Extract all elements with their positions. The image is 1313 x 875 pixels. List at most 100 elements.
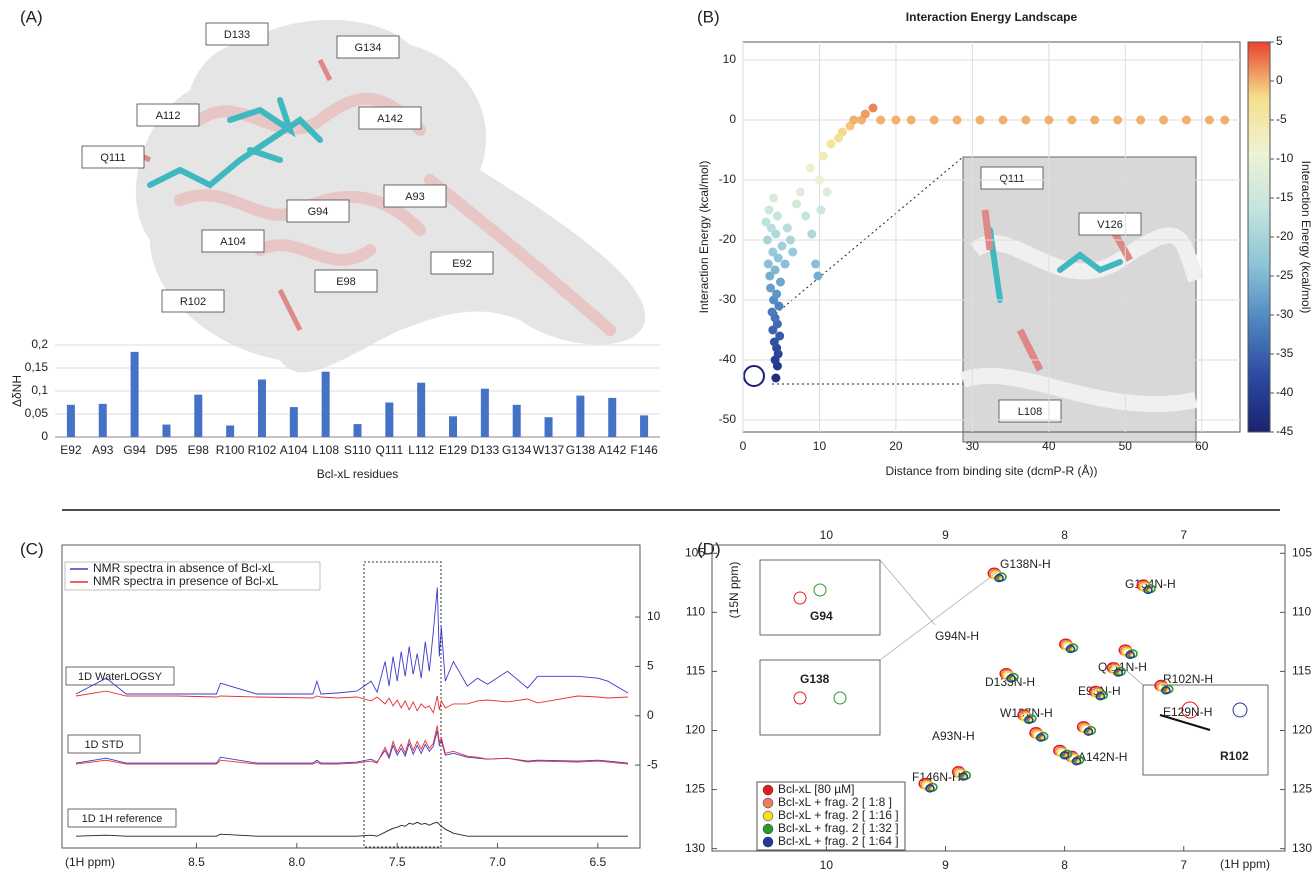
point	[1181, 115, 1191, 125]
bar	[194, 394, 203, 437]
peak	[925, 784, 935, 793]
point	[767, 307, 777, 317]
residue-label-box	[81, 145, 145, 169]
x-tick-label: 7.0	[489, 855, 506, 869]
x-tick-label: G94	[123, 443, 146, 457]
colorbar-label: Interaction Energy (kcal/mol)	[1299, 161, 1313, 314]
point	[782, 223, 792, 233]
x-tick-label: 50	[1119, 439, 1133, 453]
residue-label-box	[358, 106, 422, 130]
x-axis-label: (1H ppm)	[1220, 857, 1270, 871]
bar	[98, 403, 107, 437]
point	[769, 193, 779, 203]
point	[813, 271, 823, 281]
x-axis-label: Distance from binding site (dcmP-R (Å))	[885, 463, 1097, 478]
x-tick-label: 9	[942, 858, 949, 872]
legend-label: Bcl-xL + frag. 2 [ 1:8 ]	[778, 795, 892, 809]
peak	[1035, 733, 1046, 742]
point	[774, 301, 784, 311]
peak	[1006, 674, 1016, 683]
inset-peak-label: G138	[800, 672, 830, 686]
x-tick-label: E129	[439, 443, 467, 457]
x-tick-label: L108	[312, 443, 339, 457]
point	[766, 283, 776, 293]
residue-label-box	[136, 103, 200, 127]
residue-label: A104	[220, 236, 246, 248]
x-tick-label: A104	[280, 443, 308, 457]
legend-marker	[762, 836, 774, 848]
point	[816, 205, 826, 215]
bar	[449, 416, 458, 437]
bar	[512, 404, 521, 437]
peak	[1024, 715, 1034, 725]
point	[763, 259, 773, 269]
residue-label-box	[205, 22, 269, 46]
peak-insets	[759, 559, 1269, 776]
point	[868, 103, 878, 113]
x-tick-label: G138	[566, 443, 596, 457]
y-tick-label: 120	[685, 723, 705, 737]
peak	[1161, 686, 1171, 695]
spectrum-label-box	[67, 808, 177, 828]
point	[762, 235, 772, 245]
colorbar	[1247, 41, 1271, 433]
point	[929, 115, 939, 125]
highlight-box	[363, 561, 442, 848]
x-tick-label: A93	[92, 443, 114, 457]
x-tick-label: 10	[813, 439, 827, 453]
point	[1090, 115, 1100, 125]
x-tick-label: 6.5	[590, 855, 607, 869]
point	[795, 187, 805, 197]
chart-title: Interaction Energy Landscape	[906, 10, 1078, 24]
x-tick-label: 40	[1042, 439, 1056, 453]
y-tick-label: 0,1	[31, 383, 48, 397]
peak-label: G94N-H	[935, 629, 979, 643]
x-tick-label: D95	[155, 443, 177, 457]
point	[772, 211, 782, 221]
point	[764, 205, 774, 215]
y-tick-label: 120	[1292, 723, 1312, 737]
legend-marker	[762, 784, 774, 796]
spectrum-label: 1D STD	[84, 739, 123, 751]
spectrum-label: 1D WaterLOGSY	[78, 671, 163, 683]
bar	[608, 397, 617, 437]
legend-label: Bcl-xL + frag. 2 [ 1:16 ]	[778, 808, 899, 822]
x-tick-label: S110	[344, 443, 371, 457]
x-tick-label: 8	[1061, 528, 1068, 542]
point	[780, 259, 790, 269]
legend-marker	[762, 810, 774, 822]
legend-label: Bcl-xL + frag. 2 [ 1:32 ]	[778, 821, 899, 835]
x-tick-label: 8	[1061, 858, 1068, 872]
y-axis-label: (15N ppm)	[727, 562, 741, 619]
spectrum-label-box	[65, 666, 175, 686]
y-tick-label: 0	[729, 112, 736, 126]
y-tick-label: 0,2	[31, 337, 48, 351]
colorbar-tick-label: -45	[1276, 424, 1294, 438]
inset-peak-label: R102	[1220, 749, 1249, 763]
point	[770, 265, 780, 275]
legend-label: NMR spectra in absence of Bcl-xL	[93, 561, 275, 575]
peak	[994, 573, 1004, 583]
residue-label: A93	[405, 191, 425, 203]
point	[906, 115, 916, 125]
y-tick-label: 110	[686, 605, 705, 619]
legend-label: NMR spectra in presence of Bcl-xL	[93, 574, 279, 588]
bar	[289, 407, 298, 437]
y-tick-label: 0,15	[25, 360, 49, 374]
point	[876, 115, 886, 125]
point	[761, 217, 771, 227]
point	[769, 337, 779, 347]
residue-label: Q111	[999, 173, 1024, 185]
legend-label: Bcl-xL [80 µM]	[778, 782, 855, 796]
residue-label: E92	[452, 258, 472, 270]
residue-label: E98	[336, 276, 356, 288]
peak	[1071, 757, 1082, 766]
y-tick-label: 110	[1292, 605, 1311, 619]
point	[811, 259, 821, 269]
point	[801, 211, 811, 221]
point	[1067, 115, 1077, 125]
residue-label-box	[286, 199, 350, 223]
y-tick-label: -40	[719, 352, 737, 366]
y-axis-label: ΔδNH	[10, 375, 24, 407]
